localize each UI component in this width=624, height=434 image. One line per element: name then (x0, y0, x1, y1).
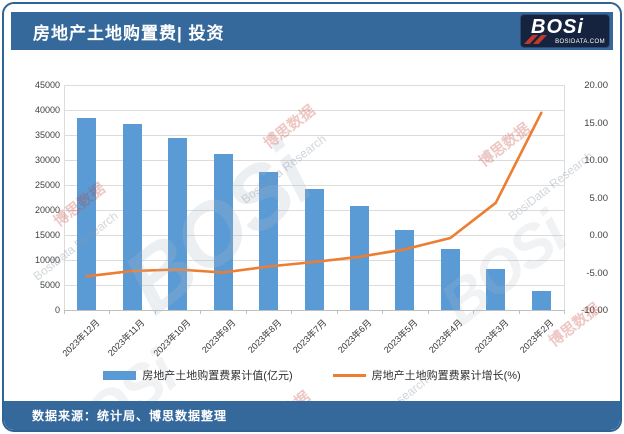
y-axis-tick-right: -5.00 (586, 267, 608, 279)
x-axis-tick (109, 310, 111, 314)
x-axis-tick (291, 310, 293, 314)
y-gridline (64, 85, 564, 86)
bar-2023年12月 (77, 118, 97, 310)
x-axis-tick (154, 310, 156, 314)
bar-2023年7月 (304, 189, 324, 310)
y-axis-tick-right: 10.00 (584, 155, 608, 166)
bar-series-swatch-icon (103, 370, 137, 380)
logo-red-stripe-icon (533, 35, 547, 44)
x-axis-tick (245, 310, 247, 314)
bar-2023年10月 (168, 138, 188, 310)
bar-2023年11月 (122, 123, 142, 310)
y-gridline (64, 110, 564, 111)
x-axis-tick (427, 310, 429, 314)
x-axis-tick (564, 310, 565, 314)
x-axis-tick (518, 310, 520, 314)
data-source-text: 数据来源：统计局、博思数据整理 (32, 409, 228, 423)
y-axis-tick-left: 45000 (34, 80, 60, 90)
x-axis-tick (382, 310, 384, 314)
line-series-label: 房地产土地购置费累计增长(%) (371, 370, 521, 382)
y-axis-tick-left: 35000 (34, 130, 60, 140)
bar-series-label: 房地产土地购置费累计值(亿元) (142, 370, 293, 382)
x-axis-tick (200, 310, 202, 314)
legend-item-line-series: 房地产土地购置费累计增长(%) (332, 367, 521, 383)
y-axis-tick-right: -10.00 (581, 305, 608, 316)
y-axis-tick-right: 5.00 (589, 192, 609, 204)
y-axis-tick-left: 20000 (34, 205, 60, 215)
y-axis-tick-left: 5000 (39, 280, 60, 290)
bosi-logo: BOSi BOSIDATA.COM (520, 14, 610, 48)
bar-2023年4月 (440, 249, 460, 310)
logo-red-stripe-icon (524, 35, 538, 44)
page-title: 房地产土地购置费| 投资 (33, 23, 225, 43)
x-axis-tick (473, 310, 475, 314)
y-gridline (64, 185, 564, 186)
bar-2023年3月 (486, 268, 506, 310)
plot-border (564, 85, 565, 310)
y-gridline (64, 310, 564, 311)
header-bar: 房地产土地购置费| 投资 BOSi BOSIDATA.COM (11, 12, 613, 50)
y-axis-tick-left: 10000 (34, 255, 60, 265)
y-axis-tick-right: 0.00 (589, 230, 609, 241)
y-axis-tick-right: 15.00 (584, 117, 608, 129)
growth-line (85, 111, 543, 278)
y-axis-tick-left: 30000 (34, 155, 60, 165)
plot-border (64, 85, 65, 310)
bosi-logo-domain: BOSIDATA.COM (555, 39, 605, 45)
bar-2023年2月 (531, 290, 551, 310)
y-axis-tick-right: 20.00 (584, 80, 608, 91)
legend-item-bar-series: 房地产土地购置费累计值(亿元) (103, 367, 293, 383)
x-axis-tick (64, 310, 65, 314)
y-axis-tick-left: 25000 (34, 180, 60, 190)
x-axis-tick (336, 310, 338, 314)
y-axis-tick-left: 0 (54, 305, 60, 315)
y-gridline (64, 160, 564, 161)
footer-bar: 数据来源：统计局、博思数据整理 (4, 401, 620, 430)
y-axis-tick-left: 15000 (34, 230, 60, 240)
legend: 房地产土地购置费累计值(亿元) 房地产土地购置费累计增长(%) (4, 367, 620, 383)
y-axis-tick-left: 40000 (34, 105, 60, 115)
bosi-logo-text: BOSi (531, 16, 584, 38)
bar-2023年8月 (259, 171, 279, 310)
y-gridline (64, 135, 564, 136)
line-series-swatch-icon (332, 373, 366, 377)
